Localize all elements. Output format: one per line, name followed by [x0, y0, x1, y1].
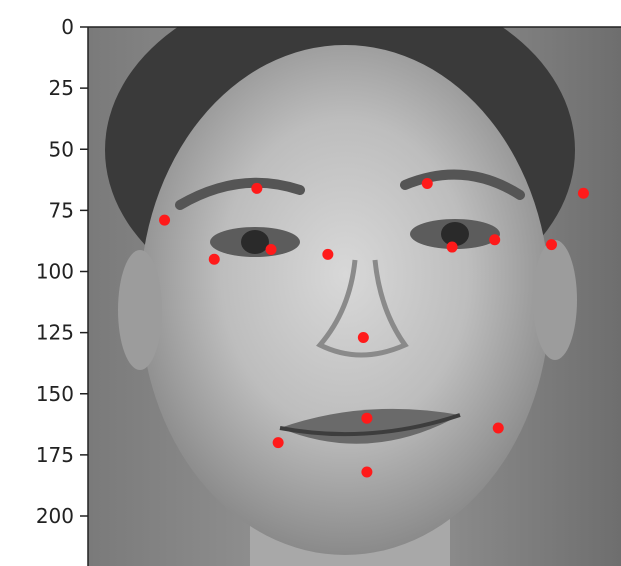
landmark-point	[421, 177, 433, 189]
axes	[87, 26, 621, 566]
landmark-point	[489, 234, 501, 246]
landmark-point	[361, 466, 373, 478]
landmark-point	[208, 253, 220, 265]
landmark-points	[159, 177, 589, 478]
landmark-point	[322, 248, 334, 260]
landmark-point	[577, 187, 589, 199]
y-tick-label: 200	[36, 504, 74, 528]
landmark-point	[492, 422, 504, 434]
landmark-point	[446, 241, 458, 253]
y-tick-label: 50	[49, 137, 74, 161]
landmark-point	[546, 239, 557, 251]
y-tick-label: 25	[49, 76, 74, 100]
y-tick-label: 0	[61, 15, 74, 39]
landmark-point	[272, 437, 284, 449]
landmark-point	[357, 332, 369, 344]
landmark-point	[159, 214, 171, 226]
face-photo	[88, 27, 621, 566]
y-tick-label: 175	[36, 443, 74, 467]
y-tick-label: 125	[36, 321, 74, 345]
landmark-point	[361, 412, 373, 424]
y-axis-ticks: 0 25 50 75 100 125 150 175 200	[36, 15, 88, 528]
y-tick-label: 150	[36, 382, 74, 406]
y-tick-label: 75	[49, 198, 74, 222]
y-tick-label: 100	[36, 260, 74, 284]
landmark-point	[265, 243, 277, 255]
landmark-point	[251, 182, 263, 194]
